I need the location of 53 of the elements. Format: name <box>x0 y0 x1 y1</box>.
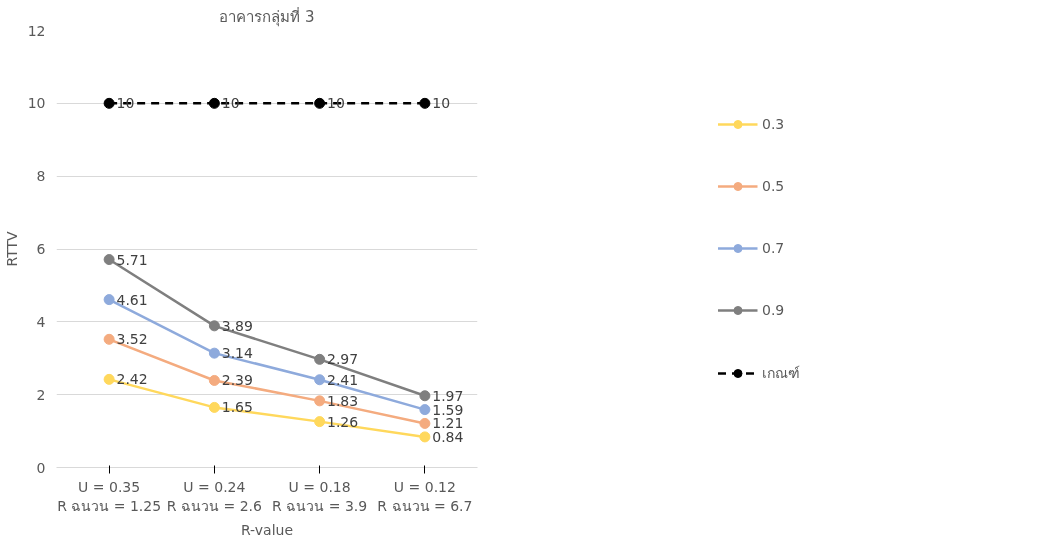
legend-label: 0.9 <box>762 301 785 318</box>
legend-label: เกณฑ์ <box>762 363 800 383</box>
point <box>419 417 431 429</box>
point <box>419 431 431 443</box>
x-tick-label: U = 0.18 R ฉนวน = 3.9 <box>272 478 368 514</box>
chart-title: อาคารกลุ่มที่ 3 <box>219 5 315 27</box>
point <box>208 97 220 109</box>
y-axis-title: RTTV <box>3 231 20 267</box>
point <box>208 320 220 332</box>
point <box>208 374 220 386</box>
data-label: 4.61 <box>116 291 148 308</box>
data-label: 3.14 <box>221 345 254 362</box>
y-tick-label: 4 <box>36 313 46 330</box>
point <box>103 373 115 385</box>
point <box>208 347 220 359</box>
legend-label: 0.3 <box>762 115 785 132</box>
y-tick-label: 0 <box>36 459 46 476</box>
point <box>103 254 115 266</box>
point <box>103 294 115 306</box>
y-tick-label: 6 <box>36 241 46 257</box>
point <box>419 97 431 109</box>
legend-label: 0.5 <box>762 177 785 194</box>
data-label: 10 <box>116 95 135 112</box>
point <box>314 395 326 407</box>
data-label: 1.59 <box>432 401 464 418</box>
data-label: 1.83 <box>326 392 359 409</box>
point <box>314 353 326 365</box>
data-label: 5.71 <box>116 251 148 268</box>
y-tick-label: 10 <box>27 95 46 112</box>
data-label: 1.97 <box>432 387 464 404</box>
y-tick-label: 12 <box>27 22 46 39</box>
x-tick-label: U = 0.24 R ฉนวน = 2.6 <box>166 478 262 514</box>
y-tick-label: 8 <box>36 168 46 185</box>
x-tick-label: U = 0.12 R ฉนวน = 6.7 <box>377 478 473 514</box>
y-tick-label: 2 <box>36 386 46 403</box>
data-label: 3.89 <box>221 317 253 334</box>
data-label: 3.52 <box>116 331 148 348</box>
data-label: 2.97 <box>326 351 359 368</box>
legend-label: 0.7 <box>762 239 785 256</box>
point <box>314 416 326 428</box>
x-axis-title: R-value <box>240 521 294 538</box>
point <box>314 97 326 109</box>
point <box>419 390 431 402</box>
point <box>419 404 431 416</box>
data-label: 10 <box>326 95 345 112</box>
data-label: 10 <box>432 95 451 112</box>
point <box>208 401 220 413</box>
point <box>103 333 115 345</box>
point <box>314 374 326 386</box>
data-label: 2.41 <box>326 371 359 388</box>
x-tick-label: U = 0.35 R ฉนวน = 1.25 <box>57 478 162 514</box>
data-label: 2.42 <box>116 371 148 388</box>
point <box>103 97 115 109</box>
